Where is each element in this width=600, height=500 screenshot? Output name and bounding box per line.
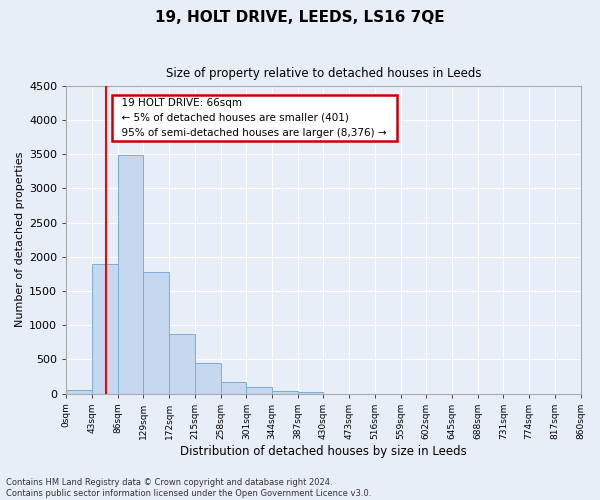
Bar xyxy=(92,264,118,394)
Bar xyxy=(67,390,92,394)
X-axis label: Distribution of detached houses by size in Leeds: Distribution of detached houses by size … xyxy=(180,444,467,458)
Y-axis label: Number of detached properties: Number of detached properties xyxy=(15,152,25,328)
Text: Contains HM Land Registry data © Crown copyright and database right 2024.
Contai: Contains HM Land Registry data © Crown c… xyxy=(6,478,371,498)
Bar xyxy=(246,388,272,394)
Bar xyxy=(195,363,221,394)
Bar xyxy=(298,392,323,394)
Title: Size of property relative to detached houses in Leeds: Size of property relative to detached ho… xyxy=(166,68,481,80)
Bar xyxy=(143,272,169,394)
Bar xyxy=(221,382,246,394)
Bar xyxy=(169,334,195,394)
Bar xyxy=(118,155,143,394)
Text: 19, HOLT DRIVE, LEEDS, LS16 7QE: 19, HOLT DRIVE, LEEDS, LS16 7QE xyxy=(155,10,445,25)
Bar xyxy=(272,391,298,394)
Text: 19 HOLT DRIVE: 66sqm
  ← 5% of detached houses are smaller (401)
  95% of semi-d: 19 HOLT DRIVE: 66sqm ← 5% of detached ho… xyxy=(115,98,394,138)
